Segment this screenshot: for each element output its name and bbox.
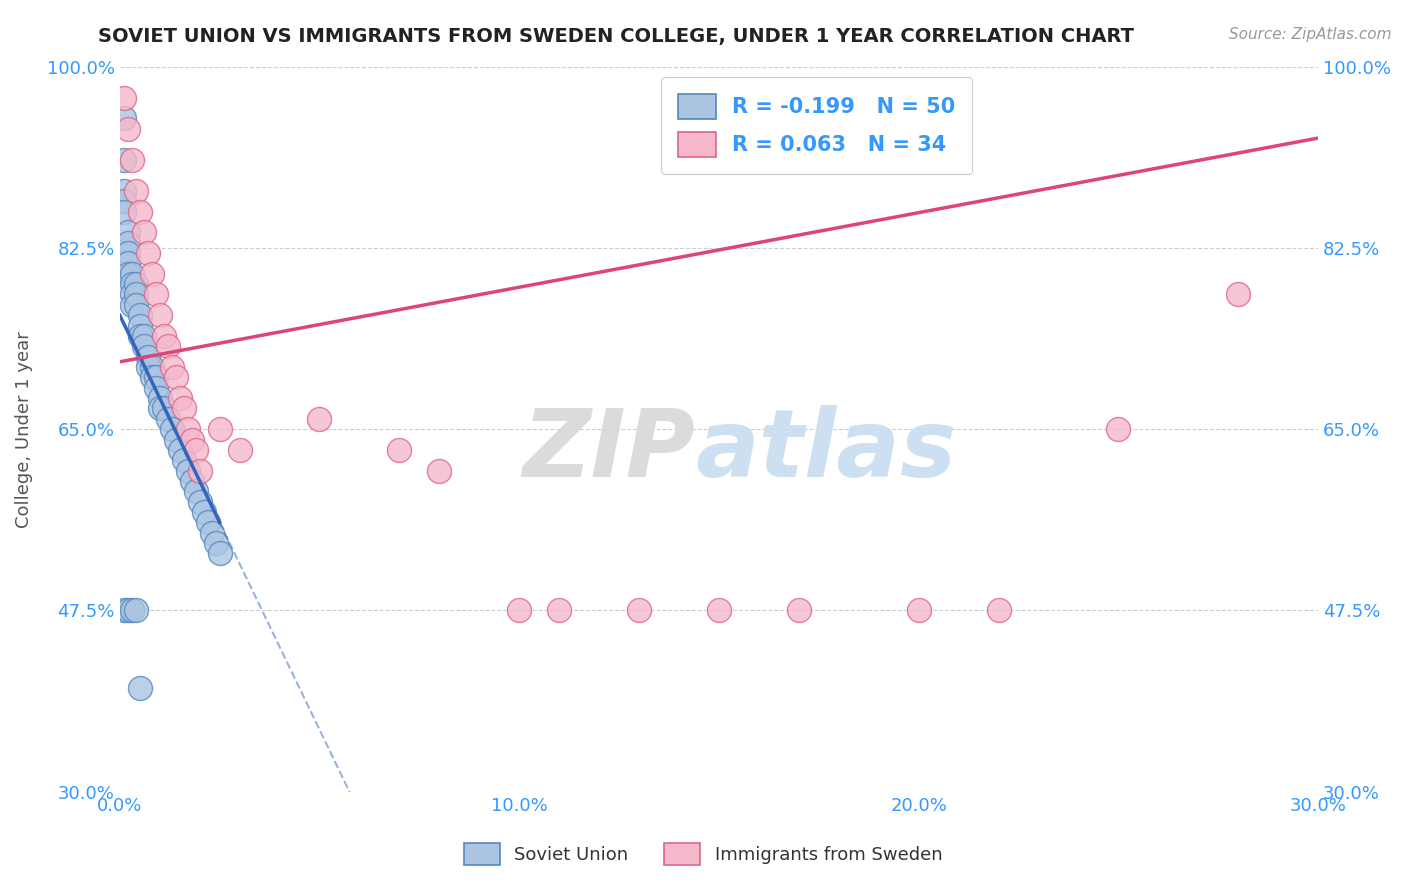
Point	[156, 339, 179, 353]
Point	[208, 546, 231, 560]
Point	[197, 516, 219, 530]
Point	[427, 464, 450, 478]
Point	[121, 603, 143, 617]
Point	[308, 411, 330, 425]
Y-axis label: College, Under 1 year: College, Under 1 year	[15, 331, 32, 527]
Point	[176, 464, 198, 478]
Point	[160, 422, 183, 436]
Point	[132, 225, 155, 239]
Point	[169, 442, 191, 457]
Point	[1227, 287, 1250, 301]
Point	[117, 121, 139, 136]
Point	[180, 474, 202, 488]
Point	[117, 603, 139, 617]
Point	[160, 359, 183, 374]
Point	[112, 204, 135, 219]
Point	[141, 370, 163, 384]
Point	[117, 256, 139, 270]
Text: atlas: atlas	[695, 405, 956, 497]
Point	[165, 370, 187, 384]
Point	[184, 442, 207, 457]
Point	[121, 153, 143, 167]
Point	[149, 308, 172, 322]
Point	[169, 391, 191, 405]
Point	[112, 194, 135, 209]
Point	[112, 603, 135, 617]
Point	[128, 329, 150, 343]
Point	[121, 298, 143, 312]
Point	[188, 494, 211, 508]
Point	[112, 91, 135, 105]
Point	[145, 370, 167, 384]
Point	[180, 433, 202, 447]
Point	[165, 433, 187, 447]
Point	[128, 204, 150, 219]
Point	[787, 603, 810, 617]
Point	[201, 525, 224, 540]
Point	[1107, 422, 1129, 436]
Point	[128, 681, 150, 695]
Point	[132, 339, 155, 353]
Point	[121, 287, 143, 301]
Point	[125, 277, 148, 292]
Point	[125, 603, 148, 617]
Point	[145, 287, 167, 301]
Point	[117, 246, 139, 260]
Point	[987, 603, 1010, 617]
Point	[173, 453, 195, 467]
Point	[125, 298, 148, 312]
Point	[117, 225, 139, 239]
Point	[184, 484, 207, 499]
Point	[117, 235, 139, 250]
Point	[117, 267, 139, 281]
Point	[121, 267, 143, 281]
Point	[136, 246, 159, 260]
Point	[907, 603, 929, 617]
Point	[208, 422, 231, 436]
Point	[136, 359, 159, 374]
Point	[112, 184, 135, 198]
Text: SOVIET UNION VS IMMIGRANTS FROM SWEDEN COLLEGE, UNDER 1 YEAR CORRELATION CHART: SOVIET UNION VS IMMIGRANTS FROM SWEDEN C…	[98, 27, 1135, 45]
Point	[628, 603, 651, 617]
Point	[121, 277, 143, 292]
Point	[112, 112, 135, 126]
Point	[173, 401, 195, 416]
Point	[136, 350, 159, 364]
Point	[152, 401, 174, 416]
Point	[141, 267, 163, 281]
Point	[125, 287, 148, 301]
Legend: R = -0.199   N = 50, R = 0.063   N = 34: R = -0.199 N = 50, R = 0.063 N = 34	[661, 77, 972, 174]
Point	[707, 603, 730, 617]
Point	[141, 359, 163, 374]
Point	[128, 308, 150, 322]
Text: Source: ZipAtlas.com: Source: ZipAtlas.com	[1229, 27, 1392, 42]
Point	[188, 464, 211, 478]
Point	[548, 603, 571, 617]
Point	[156, 411, 179, 425]
Legend: Soviet Union, Immigrants from Sweden: Soviet Union, Immigrants from Sweden	[454, 834, 952, 874]
Point	[193, 505, 215, 519]
Point	[132, 329, 155, 343]
Point	[152, 329, 174, 343]
Point	[508, 603, 530, 617]
Point	[128, 318, 150, 333]
Point	[149, 391, 172, 405]
Point	[145, 381, 167, 395]
Point	[388, 442, 411, 457]
Point	[125, 184, 148, 198]
Point	[176, 422, 198, 436]
Text: ZIP: ZIP	[522, 405, 695, 497]
Point	[204, 536, 226, 550]
Point	[228, 442, 250, 457]
Point	[149, 401, 172, 416]
Point	[112, 153, 135, 167]
